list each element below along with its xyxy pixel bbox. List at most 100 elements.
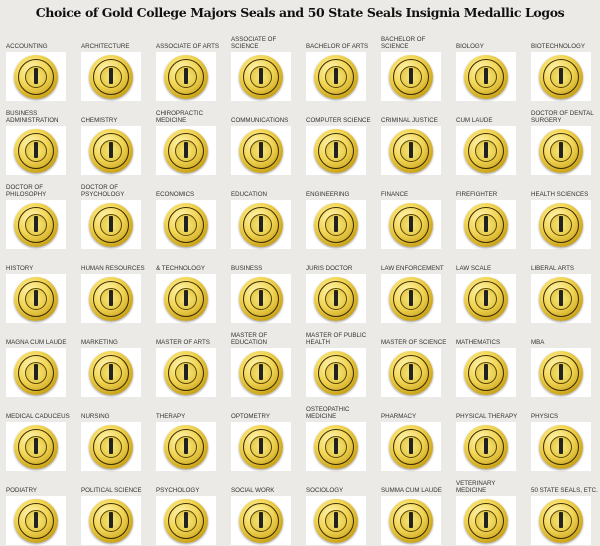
seal-item[interactable]: ACCOUNTING: [0, 28, 75, 102]
seal-item[interactable]: PHYSICS: [525, 398, 600, 472]
seal-image[interactable]: [306, 52, 366, 101]
seal-image[interactable]: [381, 126, 441, 175]
seal-item[interactable]: LAW ENFORCEMENT: [375, 250, 450, 324]
seal-item[interactable]: OPTOMETRY: [225, 398, 300, 472]
seal-image[interactable]: [381, 52, 441, 101]
seal-item[interactable]: OSTEOPATHIC MEDICINE: [300, 398, 375, 472]
seal-item[interactable]: PSYCHOLOGY: [150, 472, 225, 546]
seal-item[interactable]: PODIATRY: [0, 472, 75, 546]
seal-item[interactable]: HUMAN RESOURCES: [75, 250, 150, 324]
seal-image[interactable]: [156, 126, 216, 175]
seal-image[interactable]: [156, 52, 216, 101]
seal-image[interactable]: [231, 496, 291, 545]
seal-image[interactable]: [6, 348, 66, 397]
seal-item[interactable]: ASSOCIATE OF SCIENCE: [225, 28, 300, 102]
seal-item[interactable]: ARCHITECTURE: [75, 28, 150, 102]
seal-image[interactable]: [231, 422, 291, 471]
seal-item[interactable]: MATHEMATICS: [450, 324, 525, 398]
seal-image[interactable]: [381, 348, 441, 397]
seal-image[interactable]: [531, 52, 591, 101]
seal-item[interactable]: CUM LAUDE: [450, 102, 525, 176]
seal-item[interactable]: SOCIOLOGY: [300, 472, 375, 546]
seal-image[interactable]: [81, 52, 141, 101]
seal-image[interactable]: [6, 52, 66, 101]
seal-image[interactable]: [531, 496, 591, 545]
seal-image[interactable]: [531, 274, 591, 323]
seal-item[interactable]: FINANCE: [375, 176, 450, 250]
seal-item[interactable]: BACHELOR OF ARTS: [300, 28, 375, 102]
seal-item[interactable]: EDUCATION: [225, 176, 300, 250]
seal-item[interactable]: SOCIAL WORK: [225, 472, 300, 546]
seal-item[interactable]: POLITICAL SCIENCE: [75, 472, 150, 546]
seal-image[interactable]: [531, 422, 591, 471]
seal-item[interactable]: MASTER OF PUBLIC HEALTH: [300, 324, 375, 398]
seal-image[interactable]: [231, 274, 291, 323]
seal-image[interactable]: [6, 126, 66, 175]
seal-image[interactable]: [456, 200, 516, 249]
seal-item[interactable]: CHEMISTRY: [75, 102, 150, 176]
seal-item[interactable]: MARKETING: [75, 324, 150, 398]
seal-item[interactable]: ASSOCIATE OF ARTS: [150, 28, 225, 102]
seal-item[interactable]: HEALTH SCIENCES: [525, 176, 600, 250]
seal-item[interactable]: ENGINEERING: [300, 176, 375, 250]
seal-item[interactable]: SUMMA CUM LAUDE: [375, 472, 450, 546]
seal-image[interactable]: [6, 496, 66, 545]
seal-image[interactable]: [306, 422, 366, 471]
seal-image[interactable]: [306, 348, 366, 397]
seal-item[interactable]: JURIS DOCTOR: [300, 250, 375, 324]
seal-item[interactable]: CHIROPRACTIC MEDICINE: [150, 102, 225, 176]
seal-item[interactable]: COMPUTER SCIENCE: [300, 102, 375, 176]
seal-image[interactable]: [306, 126, 366, 175]
seal-item[interactable]: MASTER OF SCIENCE: [375, 324, 450, 398]
seal-item[interactable]: VETERINARY MEDICINE: [450, 472, 525, 546]
seal-image[interactable]: [306, 496, 366, 545]
seal-item[interactable]: DOCTOR OF PSYCHOLOGY: [75, 176, 150, 250]
seal-image[interactable]: [231, 52, 291, 101]
seal-image[interactable]: [156, 496, 216, 545]
seal-image[interactable]: [531, 348, 591, 397]
seal-item[interactable]: CRIMINAL JUSTICE: [375, 102, 450, 176]
seal-image[interactable]: [381, 274, 441, 323]
seal-image[interactable]: [456, 52, 516, 101]
seal-image[interactable]: [231, 126, 291, 175]
seal-image[interactable]: [156, 422, 216, 471]
seal-image[interactable]: [531, 200, 591, 249]
seal-item[interactable]: 50 State Seals, etc.: [525, 472, 600, 546]
seal-item[interactable]: LAW SCALE: [450, 250, 525, 324]
seal-image[interactable]: [231, 200, 291, 249]
seal-item[interactable]: DOCTOR OF DENTAL SURGERY: [525, 102, 600, 176]
seal-image[interactable]: [306, 200, 366, 249]
seal-item[interactable]: & TECHNOLOGY: [150, 250, 225, 324]
seal-image[interactable]: [306, 274, 366, 323]
seal-image[interactable]: [81, 274, 141, 323]
seal-item[interactable]: PHYSICAL THERAPY: [450, 398, 525, 472]
seal-image[interactable]: [531, 126, 591, 175]
seal-item[interactable]: LIBERAL ARTS: [525, 250, 600, 324]
seal-image[interactable]: [81, 422, 141, 471]
seal-image[interactable]: [381, 496, 441, 545]
seal-image[interactable]: [156, 200, 216, 249]
seal-item[interactable]: MEDICAL CADUCEUS: [0, 398, 75, 472]
seal-item[interactable]: HISTORY: [0, 250, 75, 324]
seal-item[interactable]: MBA: [525, 324, 600, 398]
seal-image[interactable]: [456, 126, 516, 175]
seal-image[interactable]: [81, 200, 141, 249]
seal-item[interactable]: MASTER OF ARTS: [150, 324, 225, 398]
seal-item[interactable]: NURSING: [75, 398, 150, 472]
seal-item[interactable]: BUSINESS ADMINISTRATION: [0, 102, 75, 176]
seal-image[interactable]: [381, 422, 441, 471]
seal-item[interactable]: MASTER OF EDUCATION: [225, 324, 300, 398]
seal-item[interactable]: BIOLOGY: [450, 28, 525, 102]
seal-image[interactable]: [81, 496, 141, 545]
seal-item[interactable]: PHARMACY: [375, 398, 450, 472]
seal-image[interactable]: [456, 274, 516, 323]
seal-image[interactable]: [6, 422, 66, 471]
seal-image[interactable]: [456, 348, 516, 397]
seal-image[interactable]: [81, 126, 141, 175]
seal-item[interactable]: BIOTECHNOLOGY: [525, 28, 600, 102]
seal-image[interactable]: [6, 274, 66, 323]
seal-image[interactable]: [456, 422, 516, 471]
seal-item[interactable]: DOCTOR OF PHILOSOPHY: [0, 176, 75, 250]
seal-image[interactable]: [381, 200, 441, 249]
seal-image[interactable]: [6, 200, 66, 249]
